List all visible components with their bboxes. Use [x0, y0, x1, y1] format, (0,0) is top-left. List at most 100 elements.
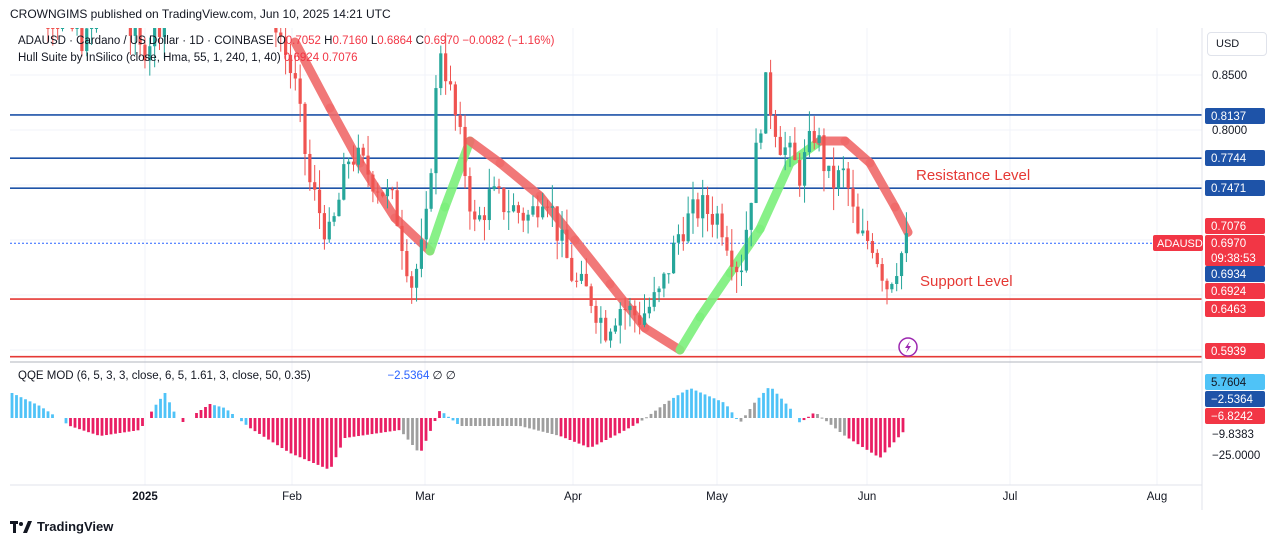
- qqe-bar: [636, 418, 639, 424]
- candle-body: [565, 229, 569, 258]
- lightning-icon[interactable]: [898, 337, 918, 357]
- price-badge: [1205, 266, 1265, 282]
- qqe-bar: [249, 418, 252, 429]
- candle-body: [138, 28, 142, 45]
- qqe-bar: [496, 418, 500, 426]
- qqe-bar: [573, 418, 576, 442]
- hull-value-2: 0.7076: [322, 52, 358, 64]
- qqe-legend[interactable]: QQE MOD (6, 5, 3, 3, close, 6, 5, 1.61, …: [18, 368, 456, 382]
- candle-body: [812, 130, 816, 143]
- qqe-bar: [703, 394, 707, 418]
- candle-body: [701, 195, 705, 219]
- qqe-bar: [424, 418, 428, 441]
- candle-body: [303, 103, 307, 154]
- qqe-bar: [613, 418, 617, 436]
- qqe-value: −2.5364: [387, 370, 430, 382]
- qqe-bar: [433, 418, 437, 421]
- candle-body: [332, 216, 336, 222]
- candle-body: [507, 211, 511, 213]
- candle-body: [647, 306, 651, 314]
- candle-body: [691, 199, 695, 214]
- x-tick-label: Jun: [858, 491, 877, 503]
- candle-body: [342, 164, 346, 200]
- qqe-bar: [73, 418, 77, 428]
- candle-body: [478, 215, 482, 220]
- candle-body: [841, 168, 845, 171]
- candle-body: [686, 213, 690, 242]
- candle-body: [875, 252, 879, 265]
- qqe-bar: [649, 413, 653, 418]
- qqe-bar: [370, 418, 374, 435]
- price-badge: [1205, 218, 1265, 234]
- candle-body: [715, 213, 719, 225]
- qqe-badge-label: −2.5364: [1211, 394, 1253, 406]
- qqe-bar: [694, 390, 698, 418]
- open-label: O: [276, 35, 286, 47]
- qqe-bar: [658, 407, 662, 418]
- qqe-bar: [42, 408, 45, 418]
- qqe-bar: [325, 418, 329, 469]
- qqe-bar: [829, 418, 833, 425]
- candle-body: [337, 199, 341, 217]
- qqe-bar: [775, 393, 779, 418]
- qqe-bar: [348, 418, 351, 438]
- qqe-bar: [343, 418, 347, 438]
- candle-body: [735, 266, 739, 273]
- candle-body: [395, 190, 399, 226]
- qqe-bar: [321, 418, 324, 467]
- qqe-bar: [645, 417, 648, 419]
- qqe-bar: [447, 416, 450, 418]
- last-price-badge: [1205, 235, 1265, 266]
- candle-body: [783, 147, 787, 155]
- qqe-bar: [271, 418, 275, 443]
- qqe-bar: [690, 388, 693, 418]
- qqe-bar: [37, 405, 41, 418]
- hull-segment: [570, 235, 615, 289]
- candle-body: [347, 161, 351, 165]
- candle-body: [351, 161, 356, 165]
- qqe-bar: [69, 418, 72, 427]
- level-lines: [10, 114, 1202, 358]
- qqe-badge: [1205, 391, 1265, 407]
- qqe-bar: [141, 418, 144, 426]
- candle-body: [749, 202, 753, 230]
- qqe-bar: [753, 402, 756, 418]
- candle-body: [536, 206, 540, 218]
- candle-body: [584, 273, 588, 287]
- qqe-bar: [487, 418, 491, 426]
- qqe-bar: [483, 418, 486, 426]
- price-badge-label: 0.5939: [1211, 346, 1246, 358]
- qqe-bar: [640, 418, 644, 421]
- hull-segment: [675, 312, 705, 355]
- price-badge-label: 0.6934: [1211, 269, 1247, 281]
- candle-body: [638, 315, 642, 325]
- candle-body: [56, 28, 60, 29]
- candles[interactable]: [46, 28, 908, 348]
- qqe-bar: [811, 413, 815, 418]
- candle-body: [773, 115, 778, 137]
- qqe-bar: [771, 388, 774, 418]
- qqe-bar: [582, 418, 585, 446]
- chart-grid: [10, 28, 1202, 485]
- candle-body: [444, 53, 448, 82]
- candle-body: [832, 165, 836, 189]
- candle-body: [274, 28, 278, 33]
- candle-body: [516, 205, 520, 213]
- qqe-badge-label: −6.8242: [1211, 411, 1253, 423]
- qqe-bar: [285, 418, 288, 451]
- resistance-level-annotation: Resistance Level: [916, 167, 1030, 184]
- close-value: 0.6970: [423, 35, 460, 47]
- qqe-bar: [519, 418, 522, 427]
- qqe-bar: [289, 418, 293, 454]
- hull-legend[interactable]: Hull Suite by InSilico (close, Hma, 55, …: [18, 52, 358, 64]
- qqe-bar: [856, 418, 860, 445]
- qqe-tick-label: −25.0000: [1212, 450, 1260, 462]
- candle-body: [133, 28, 137, 36]
- currency-button[interactable]: USD: [1207, 32, 1267, 56]
- qqe-bar: [532, 418, 536, 430]
- high-value: 0.7160: [332, 35, 368, 47]
- price-badge: [1205, 108, 1265, 124]
- symbol-legend[interactable]: ADAUSD · Cardano / US Dollar · 1D · COIN…: [18, 35, 554, 47]
- qqe-empty-symbol-2: ∅: [445, 370, 456, 382]
